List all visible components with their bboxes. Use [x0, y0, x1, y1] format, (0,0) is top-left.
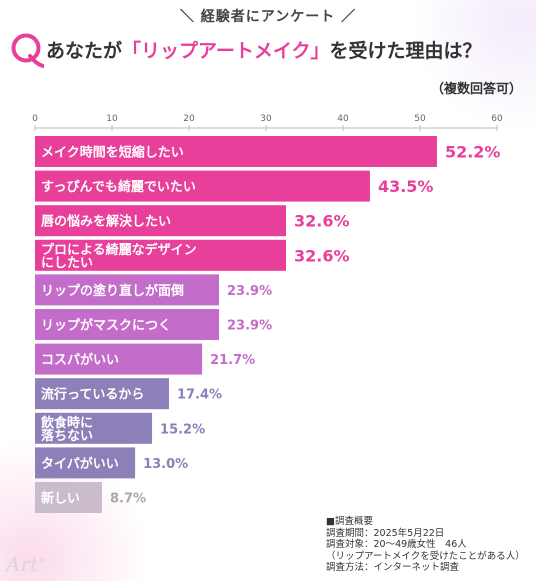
- bar-category-label: 新しい: [41, 491, 80, 507]
- bar: [35, 343, 203, 375]
- bar: [35, 205, 287, 237]
- x-tick-label: 30: [260, 114, 272, 124]
- bar: [35, 482, 102, 513]
- bar-value-label: 8.7%: [110, 492, 146, 507]
- x-tick-label: 0: [32, 114, 38, 124]
- bar: [35, 378, 169, 410]
- logo-text: Art: [6, 552, 39, 576]
- x-tick-label: 60: [491, 114, 503, 124]
- bar-category-label: プロによる綺麗なデザインにしたい: [41, 242, 197, 271]
- bar-category-label: 流行っているから: [41, 387, 144, 403]
- chart-title: あなたが「リップアートメイク」を受けた理由は？: [46, 36, 482, 63]
- bar-category-label: タイパがいい: [41, 456, 119, 472]
- bar-category-label: リップの塗り直しが面倒: [41, 283, 184, 299]
- survey-period: 調査期間：2025年5月22日: [326, 527, 445, 539]
- chart-subtitle: （複数回答可）: [430, 82, 522, 97]
- bar: [35, 447, 136, 479]
- x-tick-label: 10: [106, 114, 118, 124]
- x-tick-label: 50: [414, 114, 426, 124]
- bar-value-label: 32.6%: [294, 212, 350, 231]
- bar-value-label: 43.5%: [378, 177, 434, 196]
- bar-value-label: 17.4%: [177, 388, 222, 403]
- x-tick-label: 40: [337, 114, 349, 124]
- bar-value-label: 32.6%: [294, 246, 350, 265]
- survey-target: 調査対象：20〜49歳女性 46人: [326, 539, 467, 550]
- bar-category-label: コスパがいい: [41, 352, 119, 368]
- bar-value-label: 23.9%: [227, 284, 272, 299]
- title-post: を受けた理由は？: [329, 40, 482, 62]
- bar-category-label: 唇の悩みを解決したい: [41, 214, 171, 230]
- bar-value-label: 52.2%: [445, 143, 501, 162]
- q-mark-icon: [11, 33, 44, 68]
- survey-method: 調査方法：インターネット調査: [326, 562, 460, 573]
- logo-suffix: +: [38, 553, 48, 567]
- survey-summary: ■調査概要 調査期間：2025年5月22日 調査対象：20〜49歳女性 46人 …: [326, 516, 525, 574]
- bar: [35, 170, 370, 202]
- bar-value-label: 23.9%: [227, 319, 272, 334]
- bar-category-label: リップがマスクにつく: [41, 318, 171, 334]
- title-highlight: 「リップアートメイク」: [122, 40, 330, 62]
- bar-value-label: 15.2%: [160, 422, 205, 437]
- brand-logo: Art+: [6, 552, 47, 576]
- bar-value-label: 21.7%: [210, 353, 255, 368]
- survey-heading: ■調査概要: [326, 516, 373, 527]
- bar: [35, 309, 220, 340]
- bar: [35, 412, 153, 444]
- bar-category-label: 飲食時に落ちない: [40, 415, 93, 444]
- bar: [35, 136, 437, 167]
- bar: [35, 274, 220, 306]
- survey-target-note: （リップアートメイクを受けたことがある人）: [326, 550, 525, 562]
- survey-header-label: ＼ 経験者にアンケート ／: [179, 9, 357, 25]
- x-tick-label: 20: [183, 114, 195, 124]
- bar-category-label: すっぴんでも綺麗でいたい: [41, 179, 196, 195]
- bar-category-label: メイク時間を短縮したい: [41, 145, 184, 161]
- bar-value-label: 13.0%: [143, 457, 188, 472]
- bar: [35, 239, 287, 271]
- title-pre: あなたが: [46, 40, 123, 62]
